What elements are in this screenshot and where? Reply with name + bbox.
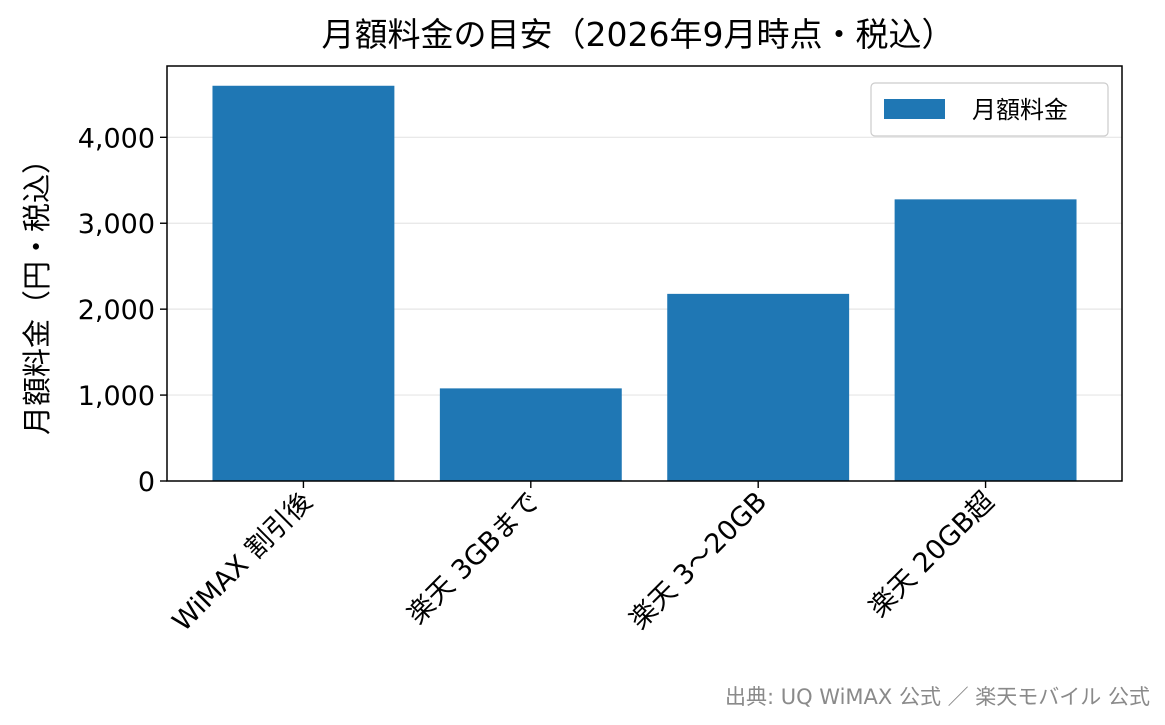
x-axis-ticks: WiMAX 割引後 楽天 3GBまで 楽天 3〜20GB 楽天 20GB超 (167, 481, 1001, 638)
legend-frame (870, 82, 1109, 137)
y-tick-label: 3,000 (78, 209, 155, 240)
chart-title: 月額料金の目安（2026年9月時点・税込） (322, 15, 955, 54)
legend-label: 月額料金 (972, 96, 1068, 124)
y-axis-ticks: 0 1,000 2,000 3,000 4,000 (78, 123, 167, 498)
y-tick-label: 4,000 (78, 123, 155, 154)
legend-swatch (884, 99, 945, 119)
source-note: 出典: UQ WiMAX 公式 ／ 楽天モバイル 公式 (725, 685, 1150, 709)
legend: 月額料金 (870, 82, 1109, 137)
x-tick-label: 楽天 3〜20GB (624, 486, 774, 636)
x-tick-label: 楽天 20GB超 (863, 486, 1000, 623)
bar (439, 388, 622, 481)
x-tick-label: WiMAX 割引後 (167, 486, 319, 638)
y-tick-label: 0 (138, 467, 155, 498)
plot-area-frame (166, 65, 1123, 482)
x-tick-label: 楽天 3GBまで (401, 486, 545, 630)
y-tick-label: 1,000 (78, 381, 155, 412)
y-axis-label: 月額料金（円・税込） (20, 145, 54, 435)
y-tick-label: 2,000 (78, 295, 155, 326)
bars (212, 85, 1077, 481)
bar (894, 199, 1077, 481)
bar (212, 85, 395, 481)
bar (667, 293, 850, 481)
